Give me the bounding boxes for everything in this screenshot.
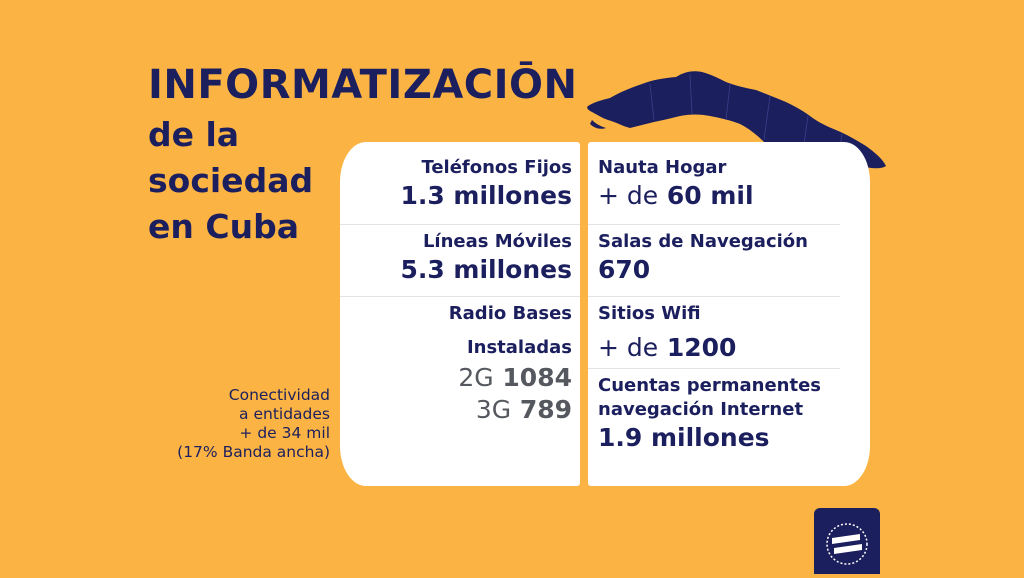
- salas-label: Salas de Navegación: [598, 231, 808, 252]
- fixed-phones-block: Teléfonos Fijos 1.3 millones: [400, 156, 572, 212]
- radio-3g-prefix: 3G: [475, 395, 512, 424]
- title-main: INFORMATIZACIŌN: [148, 62, 578, 108]
- divider: [588, 224, 840, 225]
- title-line-1: de la: [148, 115, 240, 154]
- fixed-phones-value: 1.3 millones: [400, 181, 572, 210]
- left-panel: Teléfonos Fijos 1.3 millones Líneas Móvi…: [340, 142, 580, 486]
- etecsa-logo-icon: [814, 508, 880, 574]
- connectivity-line-2: a entidades: [239, 405, 330, 423]
- radio-bases-label-2: Instaladas: [466, 337, 572, 358]
- accounts-label-2: navegación Internet: [598, 399, 804, 420]
- title-subtitle: de la sociedad en Cuba: [148, 112, 313, 250]
- title-line-3: en Cuba: [148, 207, 299, 246]
- wifi-prefix: + de: [598, 333, 659, 362]
- wifi-value: 1200: [666, 333, 737, 362]
- mobile-lines-label: Líneas Móviles: [422, 231, 572, 252]
- nauta-line: + de 60 mil: [598, 180, 754, 212]
- divider: [340, 224, 580, 225]
- radio-2g-prefix: 2G: [458, 363, 494, 392]
- radio-3g-line: 3G 789: [449, 394, 572, 426]
- connectivity-line-1: Conectividad: [228, 386, 330, 404]
- salas-block: Salas de Navegación 670: [598, 230, 808, 286]
- wifi-line: + de 1200: [598, 332, 736, 364]
- divider: [588, 368, 840, 369]
- nauta-value: 60 mil: [666, 181, 754, 210]
- mobile-lines-block: Líneas Móviles 5.3 millones: [400, 230, 572, 286]
- connectivity-note: Conectividad a entidades + de 34 mil (17…: [150, 386, 330, 462]
- connectivity-line-4: (17% Banda ancha): [177, 443, 330, 461]
- radio-2g-value: 1084: [502, 363, 572, 392]
- radio-bases-block: Radio Bases Instaladas 2G 1084 3G 789: [449, 302, 572, 426]
- title-line-2: sociedad: [148, 161, 314, 200]
- nauta-label: Nauta Hogar: [598, 157, 727, 178]
- right-panel: Nauta Hogar + de 60 mil Salas de Navegac…: [588, 142, 870, 486]
- wifi-label: Sitios Wifi: [598, 303, 701, 324]
- accounts-label-1: Cuentas permanentes: [598, 375, 822, 396]
- wifi-block: Sitios Wifi + de 1200: [598, 302, 736, 364]
- radio-2g-line: 2G 1084: [449, 362, 572, 394]
- mobile-lines-value: 5.3 millones: [400, 255, 572, 284]
- radio-bases-label-1: Radio Bases: [448, 303, 572, 324]
- nauta-prefix: + de: [598, 181, 659, 210]
- nauta-block: Nauta Hogar + de 60 mil: [598, 156, 754, 212]
- accounts-block: Cuentas permanentes navegación Internet …: [598, 374, 821, 454]
- divider: [588, 296, 840, 297]
- divider: [340, 296, 580, 297]
- connectivity-line-3: + de 34 mil: [239, 424, 330, 442]
- accounts-value: 1.9 millones: [598, 423, 770, 452]
- radio-3g-value: 789: [519, 395, 572, 424]
- fixed-phones-label: Teléfonos Fijos: [421, 157, 572, 178]
- salas-value: 670: [598, 255, 651, 284]
